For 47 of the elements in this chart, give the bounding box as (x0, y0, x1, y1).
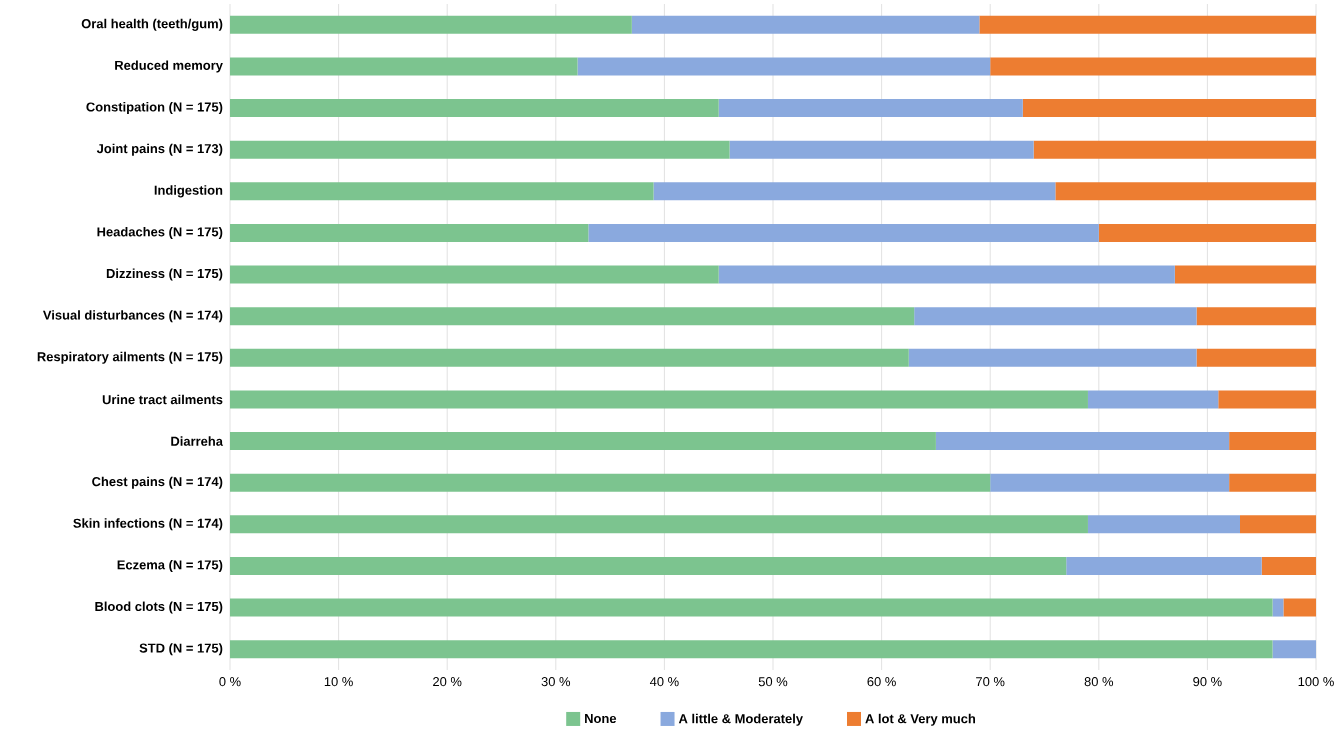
bar (1239, 515, 1317, 534)
bar (718, 265, 1175, 284)
bar (908, 348, 1197, 367)
bar (230, 348, 909, 367)
bar (577, 57, 991, 76)
bar (1033, 140, 1317, 159)
bar (230, 473, 991, 492)
bar (653, 182, 1056, 201)
bar (990, 57, 1317, 76)
bar (1066, 556, 1262, 575)
bar (230, 598, 1273, 617)
bar (979, 15, 1317, 34)
bar (1196, 348, 1317, 367)
bar (631, 15, 980, 34)
bar (230, 182, 654, 201)
bar (935, 432, 1230, 451)
bar (1261, 556, 1317, 575)
bar (990, 473, 1230, 492)
bar (1272, 640, 1317, 659)
bar (1087, 390, 1219, 409)
bar (230, 223, 589, 242)
bar (588, 223, 1099, 242)
bar (1174, 265, 1317, 284)
bar (718, 99, 1023, 118)
bar (1229, 473, 1317, 492)
bar (230, 390, 1088, 409)
bar (230, 140, 730, 159)
bar (1098, 223, 1317, 242)
bar (1229, 432, 1317, 451)
bar (1283, 598, 1317, 617)
bar (230, 15, 632, 34)
bar (230, 515, 1088, 534)
bar (729, 140, 1034, 159)
bar (1196, 307, 1317, 326)
bar (1022, 99, 1317, 118)
bar (230, 99, 719, 118)
bar (1087, 515, 1240, 534)
bar (914, 307, 1197, 326)
bar (1055, 182, 1317, 201)
bar (230, 640, 1273, 659)
bar (230, 307, 915, 326)
bar (230, 265, 719, 284)
bar (1218, 390, 1317, 409)
bar (230, 57, 578, 76)
bar (230, 432, 936, 451)
bar (1272, 598, 1284, 617)
bar (230, 556, 1067, 575)
